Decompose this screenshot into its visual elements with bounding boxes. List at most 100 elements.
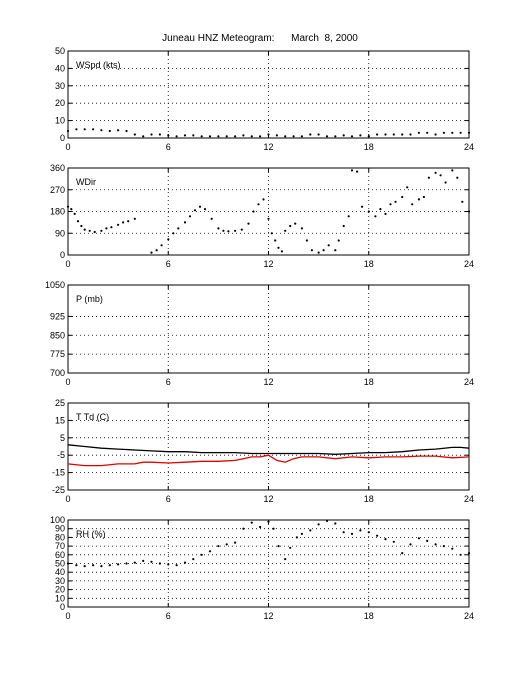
data-point [439, 174, 442, 177]
data-point [427, 176, 430, 179]
data-point [376, 133, 379, 136]
data-point [384, 133, 387, 136]
data-point [300, 532, 303, 536]
y-tick-label: 40 [55, 567, 65, 577]
data-point [193, 209, 197, 212]
data-point [356, 170, 359, 173]
data-point [325, 135, 329, 138]
data-point [133, 217, 136, 220]
data-point [222, 229, 225, 232]
data-point [300, 227, 303, 230]
plot-frame [67, 50, 470, 139]
x-tick-label: 24 [464, 494, 474, 504]
data-point [150, 251, 153, 254]
panel-label: T Td (C) [76, 412, 109, 422]
data-point [309, 529, 312, 532]
panel-label: P (mb) [76, 294, 103, 304]
data-point [66, 562, 70, 565]
data-point [133, 133, 136, 136]
data-point [274, 239, 277, 242]
data-point [392, 133, 395, 136]
data-point [359, 529, 362, 532]
data-point [289, 224, 292, 228]
data-point [227, 230, 230, 233]
y-tick-label: -25 [52, 485, 65, 495]
data-point [305, 239, 308, 242]
data-point [192, 558, 195, 561]
data-point [389, 203, 392, 206]
data-point [208, 135, 212, 138]
data-point [334, 135, 337, 138]
data-point [177, 227, 180, 230]
y-tick-label: 40 [55, 63, 65, 73]
data-point [66, 129, 70, 133]
data-point [284, 558, 287, 561]
data-point [167, 134, 170, 137]
data-point [192, 134, 195, 137]
data-point [267, 217, 270, 220]
x-tick-label: 12 [263, 142, 273, 152]
x-tick-label: 12 [263, 494, 273, 504]
meteogram-title: Juneau HNZ Meteogram: March 8, 2000 [162, 33, 358, 44]
x-tick-label: 6 [166, 142, 171, 152]
data-point [451, 169, 454, 172]
data-point [289, 546, 292, 549]
data-point [200, 135, 203, 138]
y-tick-label: 100 [50, 515, 65, 525]
y-tick-label: 20 [55, 585, 65, 595]
data-point [217, 227, 220, 230]
data-point [158, 562, 161, 565]
y-tick-label: 0 [60, 133, 65, 143]
data-point [108, 564, 111, 567]
data-point [401, 133, 404, 136]
data-point [327, 244, 330, 247]
data-point [459, 553, 462, 556]
data-point [422, 195, 425, 199]
x-tick-label: 6 [166, 494, 171, 504]
x-tick-label: 24 [464, 142, 474, 152]
x-tick-label: 24 [464, 611, 474, 621]
data-point [292, 135, 295, 138]
data-point [467, 552, 471, 555]
data-point [259, 135, 262, 138]
data-point [456, 176, 459, 179]
data-point [392, 540, 395, 543]
data-point [379, 208, 382, 211]
data-point [300, 135, 303, 138]
data-point [188, 215, 192, 218]
data-point [310, 249, 313, 252]
y-tick-label: 180 [50, 207, 65, 217]
x-tick-label: 12 [263, 611, 273, 621]
data-point [342, 134, 345, 137]
data-point [203, 208, 207, 211]
data-point [309, 133, 312, 136]
data-point [347, 215, 350, 218]
data-point [75, 564, 78, 567]
data-point [133, 561, 136, 564]
data-point [208, 550, 212, 553]
y-tick-label: 925 [50, 311, 65, 321]
x-tick-label: 18 [364, 494, 374, 504]
data-point [367, 135, 370, 138]
data-point [262, 198, 265, 201]
data-point [100, 229, 103, 232]
data-point [92, 128, 95, 131]
data-point [384, 212, 387, 215]
data-point [417, 198, 420, 201]
data-point [198, 205, 202, 208]
data-point [406, 186, 409, 189]
data-point [451, 547, 454, 550]
x-tick-label: 0 [65, 494, 70, 504]
y-tick-label: 360 [50, 163, 65, 173]
data-point [175, 564, 178, 567]
series-line-1 [67, 454, 470, 467]
y-tick-label: 700 [50, 368, 65, 378]
y-tick-label: 850 [50, 330, 65, 340]
data-point [200, 553, 203, 556]
data-point [183, 221, 187, 224]
data-point [127, 220, 130, 223]
data-point [234, 135, 237, 138]
x-tick-label: 0 [65, 142, 70, 152]
data-point [426, 539, 429, 543]
